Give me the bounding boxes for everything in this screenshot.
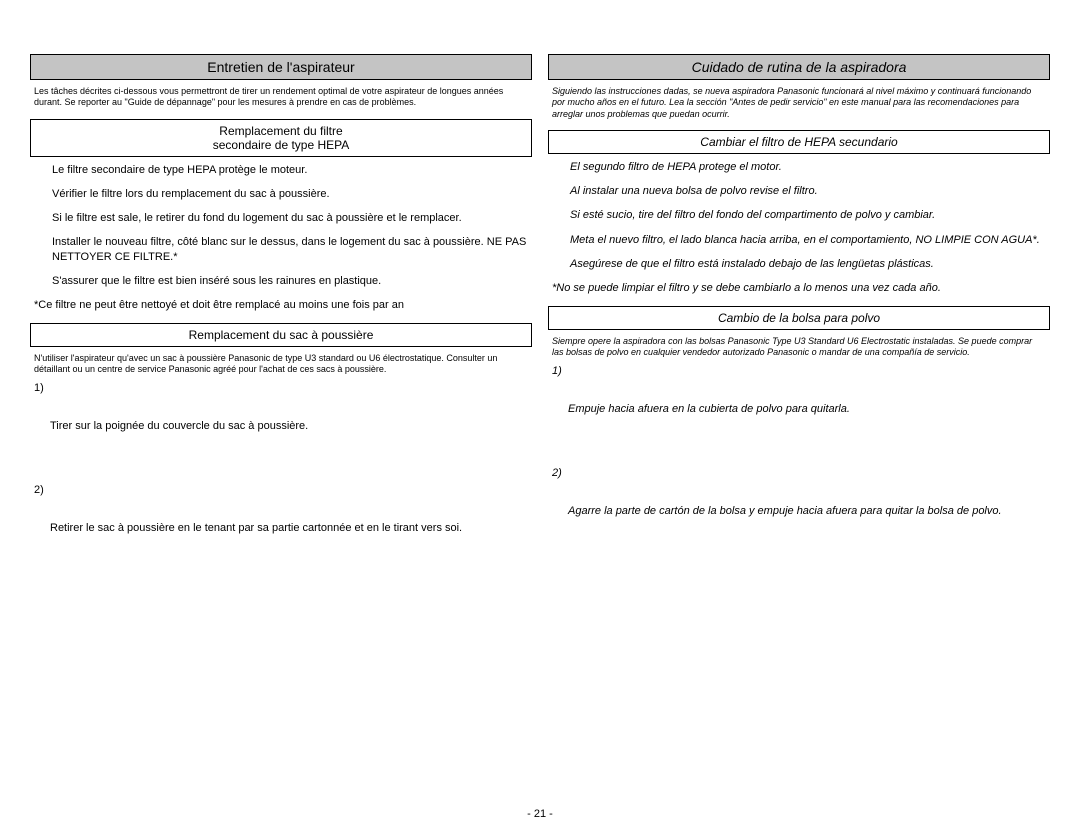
s2-intro-fr: N'utiliser l'aspirateur qu'avec un sac à…	[30, 353, 532, 382]
s1-p5-fr: S'assurer que le filtre est bien inséré …	[30, 274, 532, 288]
s2-step1-fr: 1) Tirer sur la poignée du couvercle du …	[30, 381, 532, 433]
section1-heading-l1: Remplacement du filtre	[219, 124, 342, 138]
intro-spanish: Siguiendo las instrucciones dadas, se nu…	[548, 86, 1050, 130]
section2-heading-french: Remplacement du sac à poussière	[30, 323, 532, 347]
step2-num-es: 2)	[548, 466, 568, 518]
s1-p2-es: Al instalar una nueva bolsa de polvo rev…	[548, 184, 1050, 198]
s1-p4-fr: Installer le nouveau filtre, côté blanc …	[30, 235, 532, 264]
step2-body-es: Agarre la parte de cartón de la bolsa y …	[568, 466, 1050, 518]
step2-body-fr: Retirer le sac à poussière en le tenant …	[50, 483, 532, 535]
s1-p2-fr: Vérifier le filtre lors du remplacement …	[30, 187, 532, 201]
step2-num-fr: 2)	[30, 483, 50, 535]
s1-p1-es: El segundo filtro de HEPA protege el mot…	[548, 160, 1050, 174]
page-number: - 21 -	[0, 808, 1080, 820]
s2-intro-es: Siempre opere la aspiradora con las bols…	[548, 336, 1050, 365]
step1-num-fr: 1)	[30, 381, 50, 433]
s2-step2-fr: 2) Retirer le sac à poussière en le tena…	[30, 483, 532, 535]
step1-num-es: 1)	[548, 364, 568, 416]
section1-heading-l2: secondaire de type HEPA	[213, 138, 350, 152]
section2-heading-spanish: Cambio de la bolsa para polvo	[548, 306, 1050, 330]
column-french: Entretien de l'aspirateur Les tâches déc…	[30, 54, 532, 814]
title-spanish: Cuidado de rutina de la aspiradora	[548, 54, 1050, 80]
intro-french: Les tâches décrites ci-dessous vous perm…	[30, 86, 532, 119]
column-spanish: Cuidado de rutina de la aspiradora Sigui…	[548, 54, 1050, 814]
s1-p3-es: Si esté sucio, tire del filtro del fondo…	[548, 208, 1050, 222]
s1-note-fr: *Ce filtre ne peut être nettoyé et doit …	[30, 298, 532, 312]
s1-p4-es: Meta el nuevo filtro, el lado blanca hac…	[548, 233, 1050, 247]
s2-step1-es: 1) Empuje hacia afuera en la cubierta de…	[548, 364, 1050, 416]
step1-body-fr: Tirer sur la poignée du couvercle du sac…	[50, 381, 532, 433]
s1-p5-es: Asegúrese de que el filtro está instalad…	[548, 257, 1050, 271]
step1-body-es: Empuje hacia afuera en la cubierta de po…	[568, 364, 1050, 416]
title-french: Entretien de l'aspirateur	[30, 54, 532, 80]
s2-step2-es: 2) Agarre la parte de cartón de la bolsa…	[548, 466, 1050, 518]
s1-note-es: *No se puede limpiar el filtro y se debe…	[548, 281, 1050, 295]
section1-heading-french: Remplacement du filtre secondaire de typ…	[30, 119, 532, 157]
s1-p1-fr: Le filtre secondaire de type HEPA protèg…	[30, 163, 532, 177]
s1-p3-fr: Si le filtre est sale, le retirer du fon…	[30, 211, 532, 225]
section1-heading-spanish: Cambiar el filtro de HEPA secundario	[548, 130, 1050, 154]
